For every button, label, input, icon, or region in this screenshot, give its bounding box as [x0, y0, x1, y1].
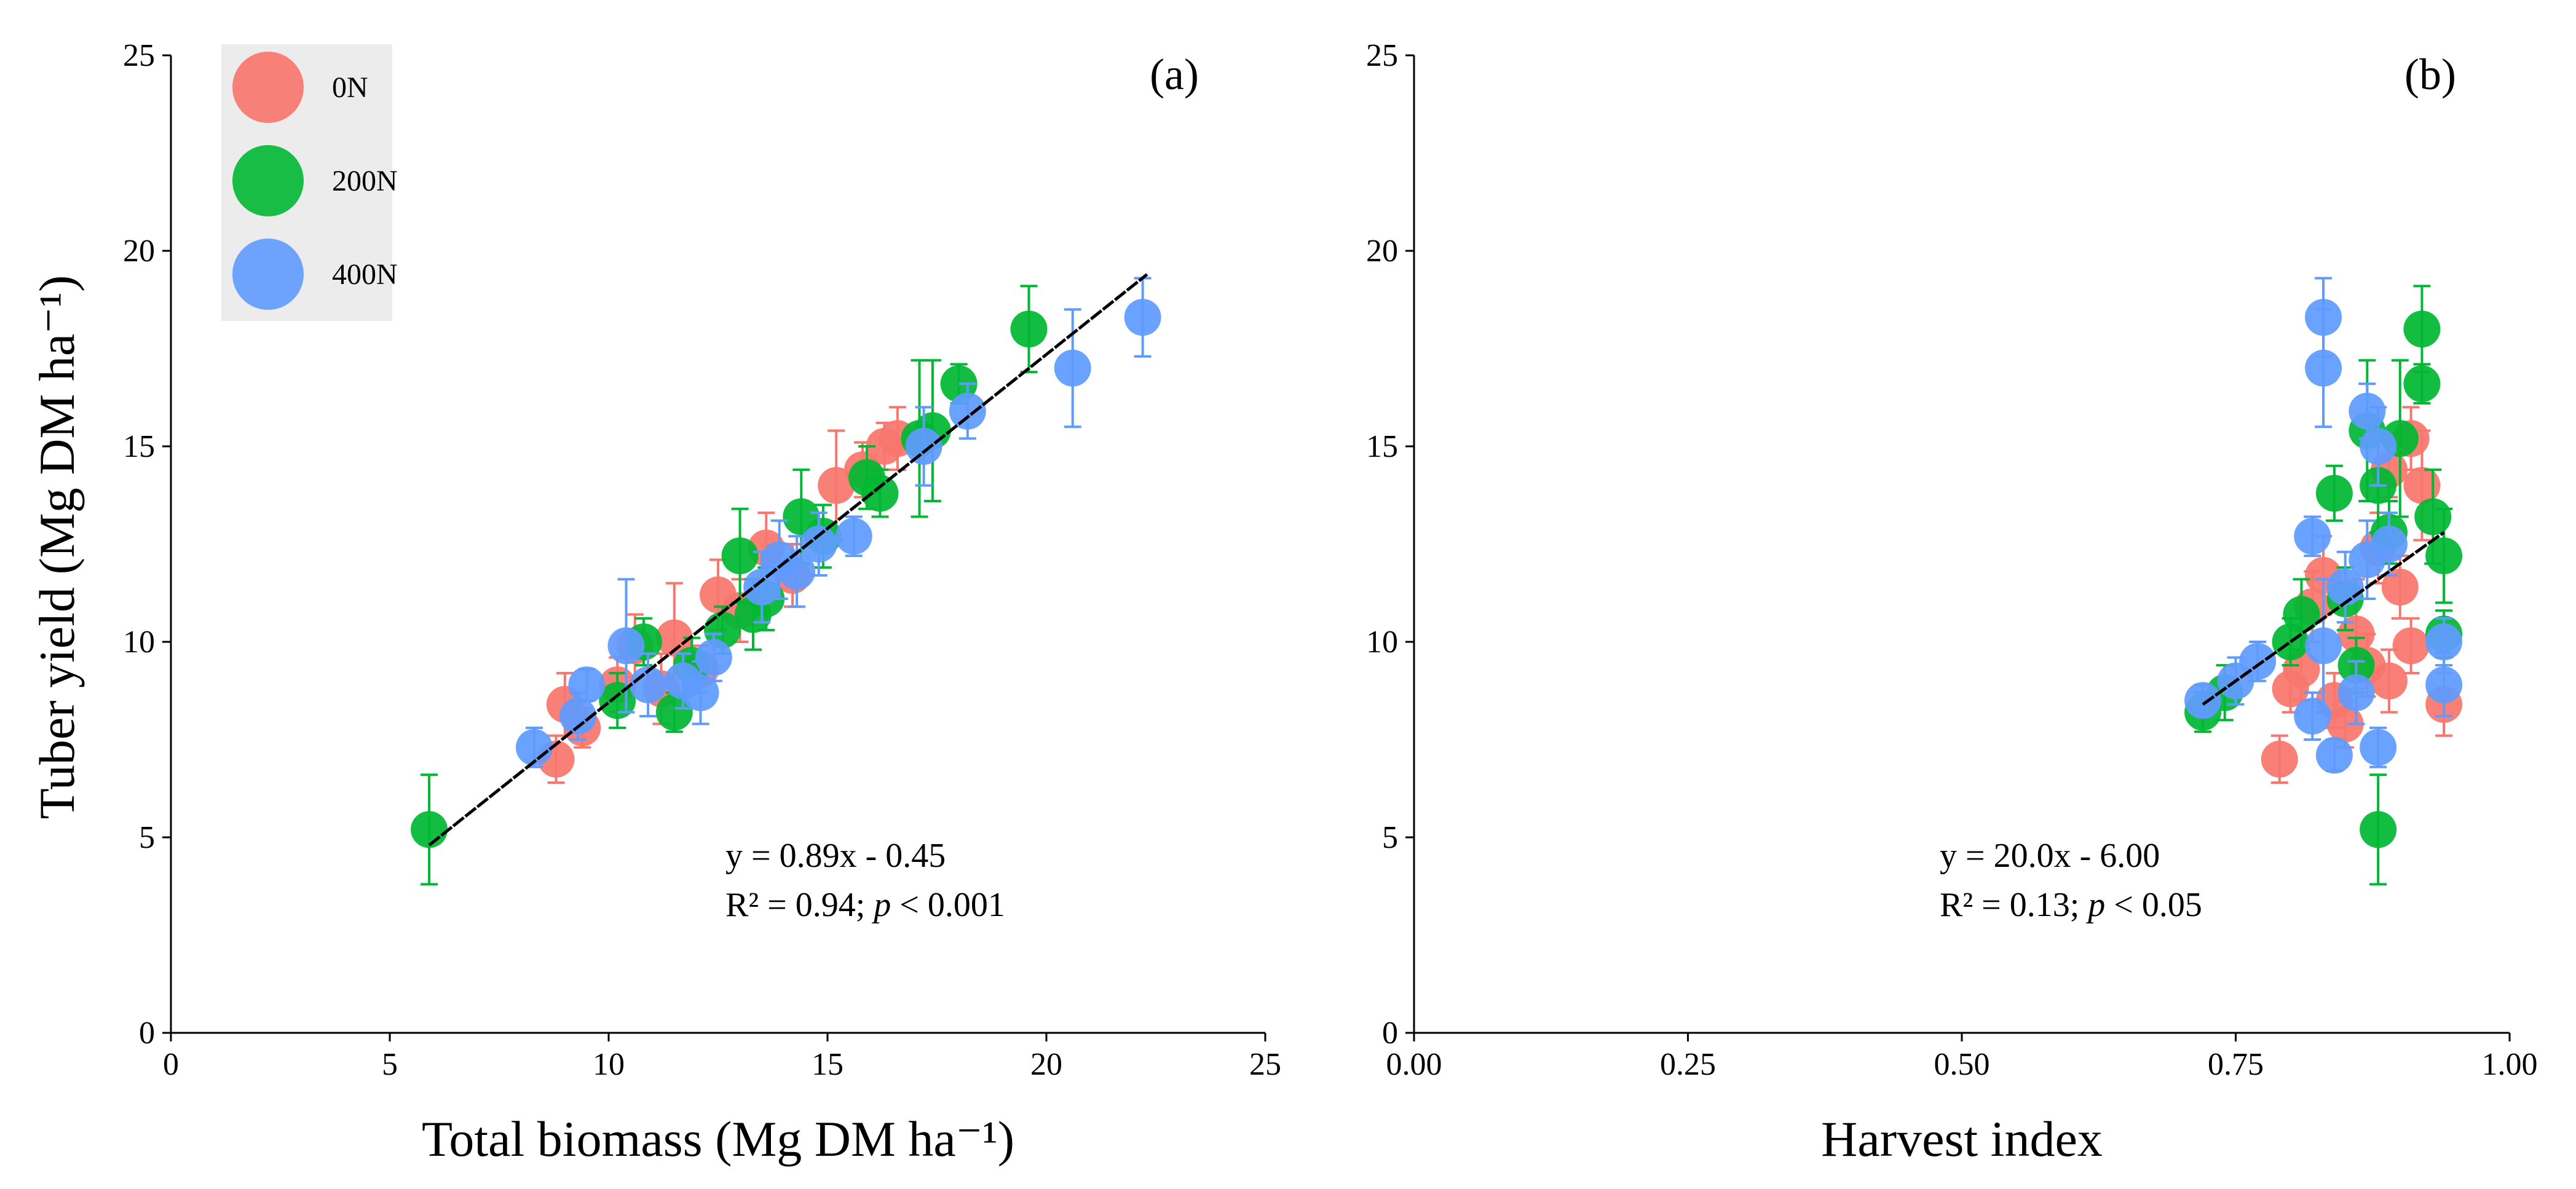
panel-b-point: [2337, 674, 2375, 711]
panel-b-x-axis-title: Harvest index: [1821, 1111, 2103, 1167]
panel-b-x-tick-label: 0.75: [2208, 1047, 2264, 1082]
panel-b-stats-p: p: [2085, 886, 2105, 924]
panel-a-x-tick-label: 15: [812, 1047, 844, 1082]
panel-b-stats-r2: R² = 0.13;: [1940, 886, 2088, 924]
panel-a-point: [905, 428, 942, 465]
panel-a-y-tick-label: 5: [139, 820, 155, 855]
panel-b-point: [2414, 498, 2452, 535]
panel-a-point: [835, 518, 872, 555]
panel-a-y-tick-label: 20: [123, 234, 155, 269]
panel-b-point: [2403, 310, 2441, 348]
panel-a-y-tick-label: 25: [123, 38, 155, 73]
panel-a-point: [655, 619, 693, 657]
panel-a-equation: y = 0.89x - 0.45: [725, 837, 946, 875]
panel-a-point: [949, 392, 986, 430]
panel-a-point: [682, 674, 719, 711]
panel-b-y-tick-label: 20: [1366, 234, 1398, 269]
panel-a-point: [568, 666, 606, 703]
panel-a-point: [411, 811, 448, 848]
panel-a-stats-r2: R² = 0.94;: [725, 886, 874, 924]
legend-label-400N: 400N: [332, 258, 398, 291]
panel-b-point: [2294, 518, 2331, 555]
panel-b-y-tick-label: 25: [1366, 38, 1398, 73]
panel-a-x-axis-title: Total biomass (Mg DM ha⁻¹): [422, 1111, 1014, 1167]
panel-b-panel-label: (b): [2404, 50, 2456, 99]
panel-b-point: [2315, 737, 2353, 774]
panel-a-point: [778, 553, 816, 590]
panel-a-stats: R² = 0.94; p < 0.001: [725, 886, 1005, 924]
panel-a-regression-line: [428, 273, 1148, 847]
panel-a-point: [695, 639, 732, 676]
panel-b-point: [2283, 596, 2320, 633]
panel-b-point: [2305, 627, 2342, 665]
legend-label-200N: 200N: [332, 165, 398, 197]
panel-b-point: [2337, 615, 2375, 653]
panel-b-point: [2381, 568, 2419, 606]
panel-b-point: [2349, 392, 2386, 430]
panel-b-y-tick-label: 5: [1382, 820, 1398, 855]
panel-b-y-tick-label: 15: [1366, 429, 1398, 464]
panel-b-plot: 0 5 10 15 20 25 0.00 0.25 0.50 0.75 1.00 Harvest in…: [1366, 38, 2538, 1167]
panel-a-y-tick-label: 0: [139, 1016, 155, 1051]
panel-a-point: [1054, 349, 1091, 387]
panel-b-stats: R² = 0.13; p < 0.05: [1940, 886, 2202, 924]
panel-a-x-tick-label: 5: [382, 1047, 398, 1082]
panel-b-equation: y = 20.0x - 6.00: [1940, 837, 2160, 875]
panel-a-panel-label: (a): [1150, 50, 1199, 99]
panel-a-point: [800, 526, 837, 563]
panel-b-point: [2392, 627, 2430, 665]
panel-b-x-tick-label: 0.25: [1660, 1047, 1716, 1082]
panel-b-regression-line: [2202, 531, 2445, 706]
panel-b-x-tick-label: 0.50: [1934, 1047, 1990, 1082]
panel-b-y-tick-label: 10: [1366, 625, 1398, 660]
y-axis-title: Tuber yield (Mg DM ha⁻¹): [29, 275, 85, 820]
panel-b-x-tick-label: 0.00: [1386, 1047, 1442, 1082]
panel-b-point: [2294, 697, 2331, 735]
panel-b-point: [2360, 428, 2397, 465]
panel-b-point: [2370, 526, 2408, 563]
panel-b-point: [2425, 666, 2463, 703]
panel-b-y-tick-label: 0: [1382, 1016, 1398, 1051]
panel-b-point: [2360, 729, 2397, 766]
panel-b-point: [2360, 811, 2397, 848]
panel-b-point: [2425, 623, 2463, 660]
panel-b-point: [2403, 467, 2441, 504]
panel-b-point: [2425, 537, 2463, 575]
panel-a-plot: 0 5 10 15 20 25 0 5 10 15 20 25 Total biomass (Mg DM…: [123, 38, 1281, 1167]
panel-b-stats-threshold: < 0.05: [2105, 886, 2202, 924]
panel-a-point: [559, 697, 597, 735]
panel-b-point: [2370, 662, 2408, 700]
panel-a-point: [1124, 299, 1161, 336]
panel-b-point: [2326, 705, 2364, 743]
panel-b-point: [2403, 365, 2441, 403]
panel-a-x-tick-label: 0: [163, 1047, 179, 1082]
panel-a-point: [721, 537, 759, 575]
panel-a-x-tick-label: 25: [1249, 1047, 1281, 1082]
legend: 0N 200N 400N: [221, 44, 398, 321]
legend-swatch-200N: [232, 145, 304, 216]
panel-a-point: [607, 627, 645, 665]
panel-a-stats-p: p: [871, 886, 891, 924]
panel-a-stats-threshold: < 0.001: [891, 886, 1005, 924]
panel-a-y-tick-label: 15: [123, 429, 155, 464]
panel-a-point: [630, 666, 667, 703]
panel-a-point: [515, 729, 553, 766]
panel-b-point: [2315, 475, 2353, 512]
panel-a-point: [743, 568, 781, 606]
legend-swatch-0N: [232, 52, 304, 123]
panel-a-x-tick-label: 10: [593, 1047, 625, 1082]
panel-a-y-tick-label: 10: [123, 625, 155, 660]
legend-swatch-400N: [232, 239, 304, 310]
panel-b-point: [2184, 682, 2222, 719]
panel-a-point: [861, 475, 899, 512]
panel-a-series-400N: [515, 277, 1161, 768]
panel-b-x-tick-label: 1.00: [2482, 1047, 2538, 1082]
panel-b-point: [2305, 349, 2342, 387]
legend-label-0N: 0N: [332, 71, 368, 104]
panel-a-point: [1010, 310, 1048, 348]
panel-a-x-tick-label: 20: [1030, 1047, 1062, 1082]
panel-b-point: [2261, 740, 2298, 778]
